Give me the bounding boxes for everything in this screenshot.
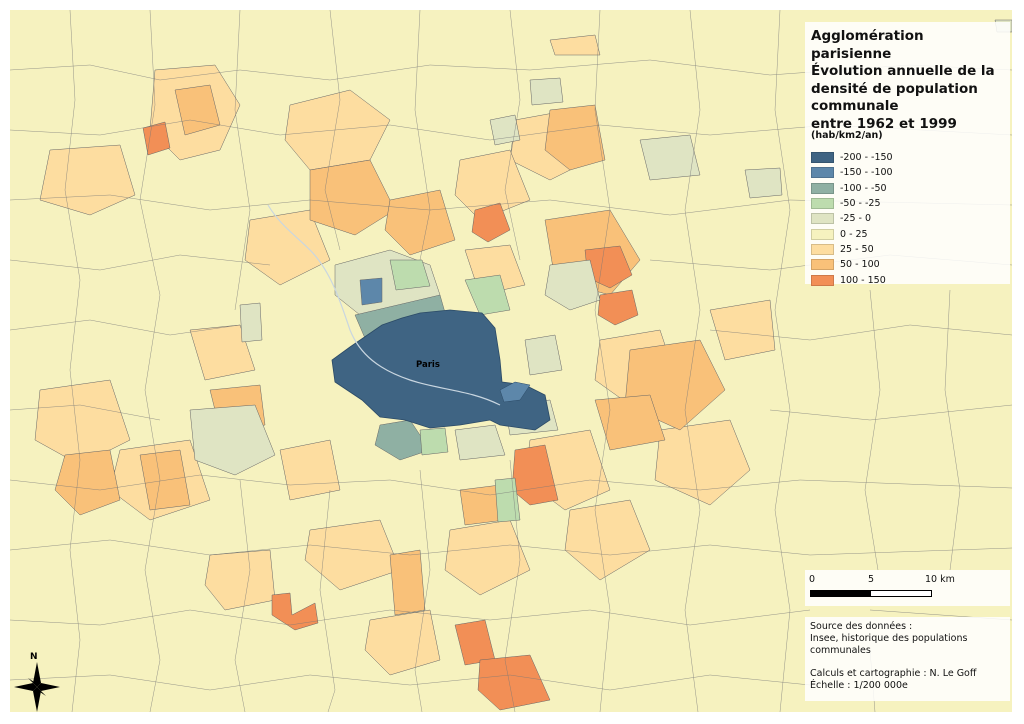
paris-commune	[331, 309, 551, 431]
legend-label: 100 - 150	[840, 274, 886, 286]
legend-swatch	[811, 228, 834, 240]
legend-item: -100 - -50	[811, 181, 893, 196]
legend-item: -150 - -100	[811, 165, 893, 180]
credits-line: Calculs et cartographie : N. Le Goff	[810, 668, 977, 680]
legend-item: -50 - -25	[811, 196, 893, 211]
legend-label: -200 - -150	[840, 152, 893, 164]
legend-label: -100 - -50	[840, 182, 887, 194]
scale-label-5: 5	[868, 574, 875, 585]
legend-swatch	[811, 243, 834, 255]
source-line: communales	[810, 644, 871, 656]
scale-bar	[810, 590, 932, 597]
legend-label: -150 - -100	[840, 167, 893, 179]
north-arrow: N	[14, 652, 60, 712]
source-panel: Source des données : Insee, historique d…	[805, 617, 1010, 701]
legend-title: Agglomération parisienne Évolution annue…	[811, 28, 995, 132]
legend-swatch	[811, 274, 834, 286]
legend-item: -25 - 0	[811, 211, 893, 226]
legend-item: -200 - -150	[811, 150, 893, 165]
legend-swatch	[811, 198, 834, 210]
legend-swatch	[811, 259, 834, 271]
paris-label: Paris	[416, 360, 440, 370]
scale-label-0: 0	[809, 574, 816, 585]
legend-swatch	[811, 152, 834, 164]
legend-swatch	[811, 182, 834, 194]
legend-swatch	[811, 213, 834, 225]
legend-item: 25 - 50	[811, 242, 893, 257]
legend-label: 25 - 50	[840, 243, 874, 255]
legend-label: 0 - 25	[840, 228, 868, 240]
seine-river	[267, 204, 501, 406]
source-line: Insee, historique des populations	[810, 632, 968, 644]
legend-label: 50 - 100	[840, 259, 880, 271]
legend-item: 100 - 150	[811, 272, 893, 287]
legend-units: (hab/km2/an)	[811, 130, 883, 141]
communes-100-150	[142, 121, 639, 711]
scale-ratio-line: Échelle : 1/200 000e	[810, 680, 908, 692]
communes-50-100	[54, 84, 726, 616]
legend-label: -50 - -25	[840, 198, 881, 210]
legend-item: 50 - 100	[811, 257, 893, 272]
legend-panel: Agglomération parisienne Évolution annue…	[805, 22, 1010, 286]
source-line: Source des données :	[810, 621, 913, 632]
scale-bar-panel: 0 5 10 km	[805, 570, 1010, 606]
legend-swatch	[811, 167, 834, 179]
scale-label-10: 10 km	[925, 574, 955, 585]
compass-rose-icon	[14, 662, 60, 712]
legend-list: -200 - -150 -150 - -100 -100 - -50 -50 -…	[811, 150, 893, 288]
north-label: N	[30, 652, 38, 662]
legend-label: -25 - 0	[840, 213, 872, 225]
legend-item: 0 - 25	[811, 226, 893, 241]
